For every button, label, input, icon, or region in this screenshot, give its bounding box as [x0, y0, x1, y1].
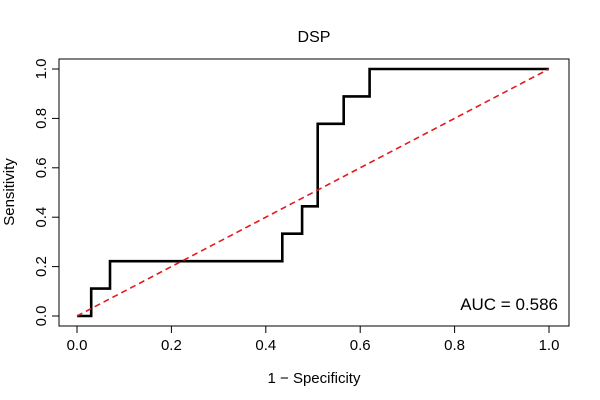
x-axis-label: 1 − Specificity: [268, 370, 361, 387]
x-axis: 0.0 0.2 0.4 0.6 0.8 1.0: [67, 326, 560, 354]
y-tick-label: 0.8: [33, 108, 50, 129]
plot-frame: [58, 58, 570, 327]
y-axis-label: Sensitivity: [1, 158, 18, 226]
reference-diagonal-line: [76, 68, 550, 317]
y-tick-label: 0.0: [33, 306, 50, 327]
chart-title: DSP: [298, 29, 331, 46]
x-tick-label: 0.8: [444, 337, 465, 354]
x-tick-label: 0.2: [161, 337, 182, 354]
y-axis: 0.0 0.2 0.4 0.6 0.8 1.0: [33, 59, 59, 327]
x-tick-label: 1.0: [539, 337, 560, 354]
series-layer: [76, 67, 550, 318]
y-tick-label: 0.4: [33, 207, 50, 228]
y-tick-label: 0.2: [33, 256, 50, 277]
y-tick-label: 0.6: [33, 157, 50, 178]
auc-annotation: AUC = 0.586: [460, 295, 558, 314]
x-tick-label: 0.0: [67, 337, 88, 354]
y-tick-label: 1.0: [33, 59, 50, 80]
x-tick-label: 0.4: [255, 337, 276, 354]
roc-curve-line: [77, 67, 549, 318]
x-tick-label: 0.6: [350, 337, 371, 354]
